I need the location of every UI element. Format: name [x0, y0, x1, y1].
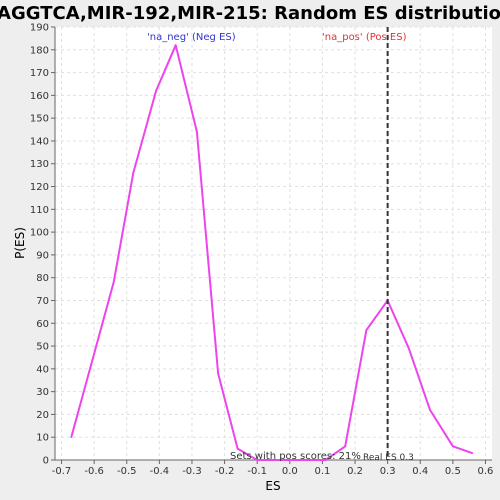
- y-tick-label: 140: [30, 136, 49, 147]
- x-tick-label: -0.7: [52, 466, 72, 477]
- data-point: [429, 409, 431, 411]
- data-point: [452, 445, 454, 448]
- data-point: [289, 459, 291, 461]
- data-point: [236, 447, 239, 450]
- y-tick-label: 170: [30, 68, 49, 79]
- y-tick-label: 120: [30, 182, 49, 193]
- data-point: [155, 90, 157, 92]
- legend-neg: 'na_neg' (Neg ES): [147, 32, 236, 43]
- chart-title: TAGGTCA,MIR-192,MIR-215: Random ES distr…: [0, 3, 500, 24]
- y-tick-label: 20: [36, 410, 49, 421]
- x-tick-label: 0.5: [445, 466, 461, 477]
- data-point: [217, 372, 219, 375]
- axis-ticks: 0 10 20 30 40 50 60 70 80 90 100 110 120 130 140 150 160…: [30, 23, 494, 478]
- y-tick-label: 190: [30, 23, 49, 34]
- x-tick-label: -0.1: [247, 466, 267, 477]
- real-es-label: Real ES 0.3: [363, 453, 414, 463]
- x-tick-label: 0.3: [380, 466, 396, 477]
- y-tick-label: 90: [36, 250, 49, 261]
- y-axis-label: P(ES): [13, 227, 27, 259]
- y-tick-label: 0: [43, 456, 49, 467]
- data-point: [324, 459, 327, 461]
- y-tick-label: 30: [36, 387, 49, 398]
- data-point: [256, 459, 258, 461]
- y-tick-label: 50: [36, 342, 49, 353]
- data-point: [471, 452, 474, 454]
- y-tick-label: 150: [30, 114, 49, 125]
- data-point: [408, 347, 410, 350]
- x-tick-label: -0.3: [182, 466, 202, 477]
- data-point: [196, 131, 198, 133]
- y-tick-label: 80: [36, 273, 49, 284]
- pos-scores-annotation: Sets with pos scores: 21%: [230, 451, 361, 462]
- x-axis-label: ES: [265, 479, 280, 493]
- y-tick-label: 100: [30, 228, 49, 239]
- plot-area: [55, 27, 492, 460]
- x-tick-label: 0.4: [412, 466, 428, 477]
- x-tick-label: 0.6: [478, 466, 494, 477]
- x-tick-label: -0.2: [215, 466, 235, 477]
- y-tick-label: 160: [30, 91, 49, 102]
- y-tick-label: 130: [30, 159, 49, 170]
- y-tick-label: 40: [36, 364, 49, 375]
- data-point: [132, 172, 135, 174]
- data-point: [70, 436, 73, 439]
- x-tick-label: -0.4: [150, 466, 170, 477]
- y-tick-label: 10: [36, 433, 49, 444]
- y-tick-label: 180: [30, 45, 49, 56]
- legend-pos: 'na_pos' (Pos ES): [322, 32, 407, 43]
- data-point: [365, 329, 368, 331]
- y-tick-label: 70: [36, 296, 49, 307]
- x-tick-label: 0.2: [347, 466, 363, 477]
- y-tick-label: 60: [36, 319, 49, 330]
- x-tick-label: 0.0: [282, 466, 298, 477]
- data-point: [344, 445, 347, 448]
- x-tick-label: 0.1: [314, 466, 330, 477]
- x-tick-label: -0.5: [117, 466, 137, 477]
- x-tick-label: -0.6: [84, 466, 104, 477]
- series-line: [70, 44, 473, 461]
- data-point: [174, 44, 177, 47]
- y-tick-label: 110: [30, 205, 49, 216]
- data-point: [112, 281, 115, 284]
